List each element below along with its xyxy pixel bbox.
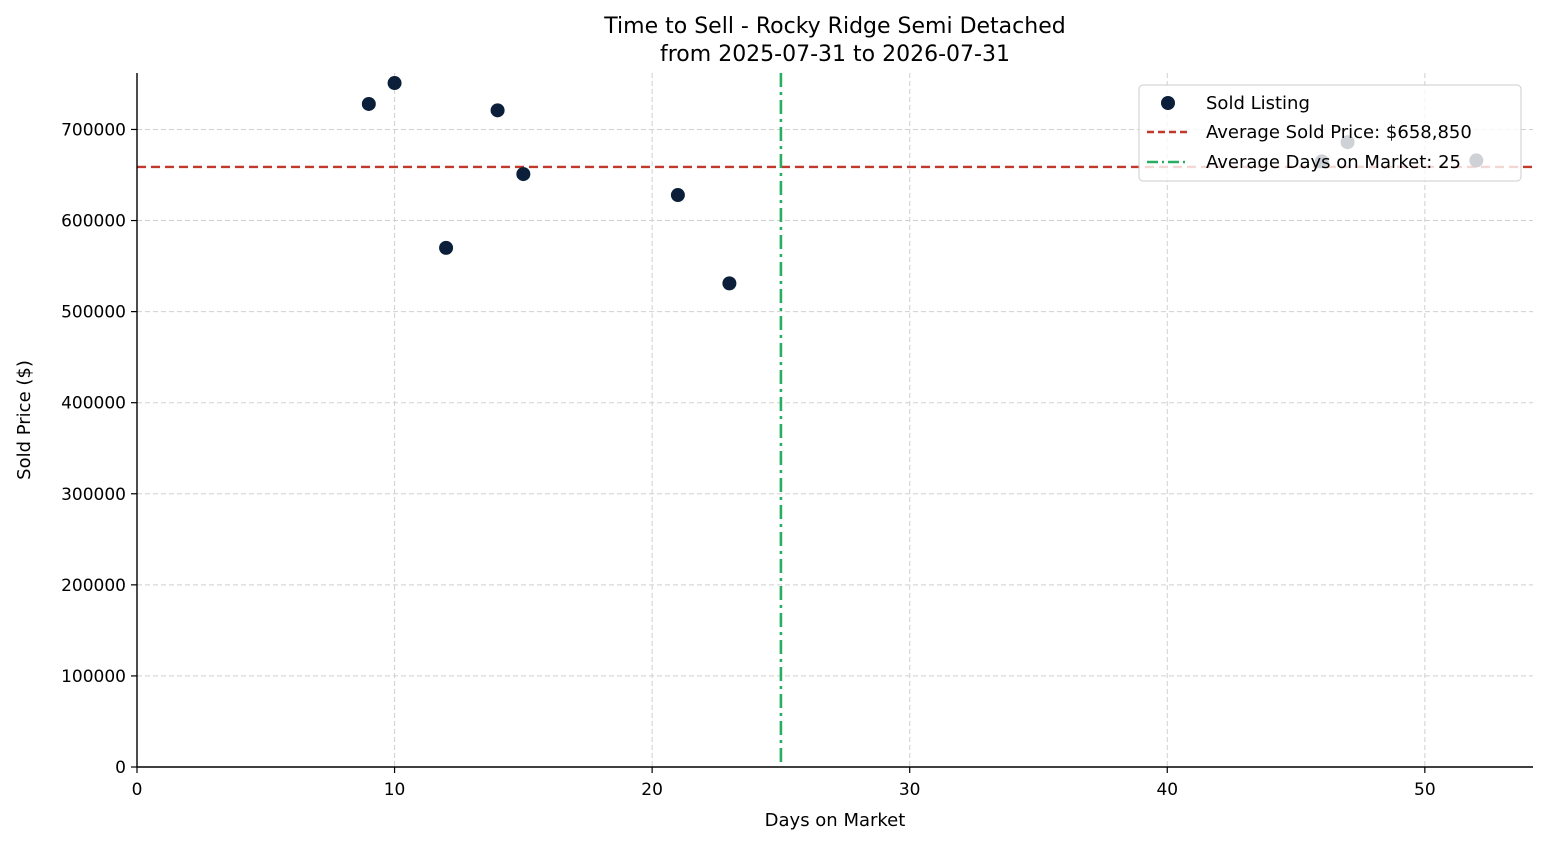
data-point xyxy=(361,96,376,111)
data-point xyxy=(670,188,685,203)
legend-label-sold-listing: Sold Listing xyxy=(1206,93,1310,114)
legend-label-average-days: Average Days on Market: 25 xyxy=(1206,152,1461,173)
data-point xyxy=(439,240,454,255)
chart-subtitle: from 2025-07-31 to 2026-07-31 xyxy=(660,42,1010,67)
data-point xyxy=(722,276,737,291)
x-tick-label: 50 xyxy=(1414,780,1436,800)
x-tick-label: 10 xyxy=(384,780,406,800)
ticks-layer: 0 10 20 30 40 50 0 100000 200000 300000 400000 5000… xyxy=(61,120,1436,800)
y-tick-label: 100000 xyxy=(61,667,126,687)
x-tick-label: 30 xyxy=(899,780,921,800)
chart-title: Time to Sell - Rocky Ridge Semi Detached xyxy=(603,14,1065,39)
data-point xyxy=(490,103,505,118)
y-tick-label: 300000 xyxy=(61,485,126,505)
data-point xyxy=(516,167,531,182)
x-tick-label: 40 xyxy=(1156,780,1178,800)
axes-layer xyxy=(136,73,1533,768)
y-tick-label: 700000 xyxy=(61,120,126,140)
y-tick-label: 400000 xyxy=(61,394,126,414)
y-tick-label: 500000 xyxy=(61,303,126,323)
legend-box xyxy=(1138,84,1522,182)
x-tick-label: 20 xyxy=(641,780,663,800)
legend: Sold Listing Average Sold Price: $658,85… xyxy=(1138,84,1522,182)
y-tick-label: 0 xyxy=(115,758,126,778)
legend-marker-sold-listing xyxy=(1161,96,1175,110)
data-point xyxy=(387,76,402,91)
y-tick-label: 600000 xyxy=(61,212,126,232)
y-tick-label: 200000 xyxy=(61,576,126,596)
x-axis-label: Days on Market xyxy=(765,810,906,831)
legend-label-average-price: Average Sold Price: $658,850 xyxy=(1206,122,1472,143)
x-tick-label: 0 xyxy=(132,780,143,800)
y-axis-label: Sold Price ($) xyxy=(14,360,35,480)
